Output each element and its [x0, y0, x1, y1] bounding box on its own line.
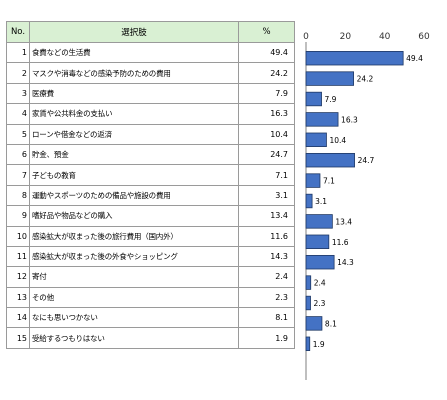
data-label: 14.3: [337, 258, 354, 267]
data-label: 7.9: [325, 95, 337, 104]
bar: [305, 234, 330, 250]
row-percent: 7.9: [238, 82, 295, 105]
data-label: 2.4: [314, 279, 326, 288]
table-body: 1 食費などの生活費 49.4 2 マスクや消毒などの感染予防のための費用 24.2 3 医療…: [6, 41, 295, 349]
data-label: 24.7: [358, 156, 375, 165]
table-row: 8 運動やスポーツのための備品や施設の費用 3.1: [6, 184, 295, 207]
table-row: 2 マスクや消毒などの感染予防のための費用 24.2: [6, 62, 295, 84]
data-label: 11.6: [332, 238, 349, 247]
table-row: 4 家賃や公共料金の支払い 16.3: [6, 103, 295, 125]
row-number: 15: [6, 327, 30, 349]
bar: [305, 193, 313, 209]
data-label: 2.3: [314, 299, 326, 308]
row-choice: 受給するつもりはない: [29, 327, 239, 349]
bar: [305, 112, 339, 127]
x-tick-label: 0: [303, 32, 309, 42]
survey-table: No. 選択肢 % 1 食費などの生活費 49.4 2 マスクや消毒などの感染予防のため…: [6, 21, 295, 349]
bar: [305, 336, 311, 352]
bar: [305, 275, 312, 290]
table-row: 6 貯金、預金 24.7: [6, 143, 295, 166]
table-row: 7 子どもの教育 7.1: [6, 164, 295, 186]
data-label: 3.1: [315, 197, 327, 206]
header-choice: 選択肢: [29, 21, 239, 43]
bar: [305, 295, 311, 311]
data-label: 16.3: [341, 115, 358, 124]
x-tick-label: 40: [379, 32, 391, 42]
row-percent: 3.1: [238, 184, 295, 207]
bar: [305, 91, 322, 107]
x-tick-label: 20: [340, 32, 352, 42]
bar: [305, 71, 354, 86]
table-row: 13 その他 2.3: [6, 286, 295, 309]
table-row: 15 受給するつもりはない 1.9: [6, 327, 295, 349]
data-label: 24.2: [357, 75, 374, 84]
data-label: 13.4: [335, 217, 352, 226]
data-label: 10.4: [329, 136, 346, 145]
table-row: 5 ローンや借金などの返済 10.4: [6, 123, 295, 145]
table-row: 10 感染拡大が収まった後の旅行費用（国内外） 11.6: [6, 225, 295, 247]
data-label: 49.4: [406, 54, 423, 63]
table-row: 14 なにも思いつかない 8.1: [6, 307, 295, 329]
data-label: 1.9: [313, 340, 325, 349]
bar: [305, 152, 355, 168]
bar: [305, 173, 321, 188]
bar: [305, 254, 335, 270]
bar: [305, 316, 323, 331]
bar: [305, 51, 404, 66]
x-tick-label: 60: [418, 32, 430, 42]
data-label: 7.1: [323, 177, 335, 186]
table-row: 1 食費などの生活費 49.4: [6, 41, 295, 64]
bar: [305, 132, 327, 148]
row-percent: 1.9: [238, 327, 295, 349]
data-label: 8.1: [325, 319, 337, 328]
bar: [305, 214, 333, 229]
